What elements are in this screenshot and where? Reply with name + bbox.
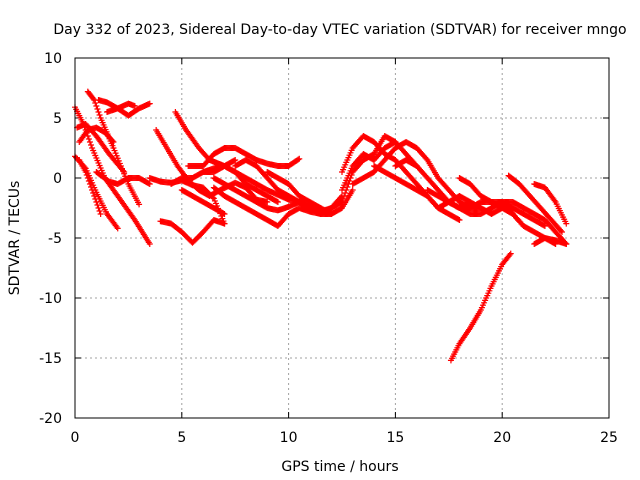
grid-lines [75,58,609,418]
x-tick-label: 5 [177,430,186,446]
data-point [96,208,103,214]
x-tick-labels: 0 5 10 15 20 25 [71,430,618,446]
data-point [95,109,102,115]
series-s8 [104,100,138,115]
y-tick-label: -5 [48,231,62,247]
data-point [520,223,527,229]
data-point [146,100,153,107]
data-point [82,169,89,175]
data-point [83,172,90,178]
y-tick-labels: -20 -15 -10 -5 0 5 10 [39,51,62,427]
data-point [507,250,514,257]
data-point [296,155,303,162]
y-tick-label: 5 [53,111,62,127]
data-point [85,136,92,142]
data-point [114,225,121,232]
x-tick-label: 25 [600,430,618,446]
data-point [506,251,513,258]
y-tick-label: 0 [53,171,62,187]
data-point [92,196,99,202]
data-point [90,190,97,196]
data-point [519,221,526,228]
data-point [94,106,101,112]
series-s9 [76,157,104,217]
y-tick-label: -10 [39,291,62,307]
data-point [340,196,347,202]
x-tick-label: 10 [280,430,298,446]
data-point [131,103,138,109]
plot-frame [74,57,610,419]
y-tick-label: -15 [39,351,62,367]
data-point [136,201,143,208]
series-s7 [93,169,153,187]
y-tick-label: 10 [44,51,62,67]
series-s35 [447,250,514,364]
x-tick-label: 20 [493,430,511,446]
data-point [86,181,93,187]
series-s16 [185,145,303,169]
data-point [146,241,153,247]
data-point [96,112,103,118]
series-s26 [371,163,463,223]
data-point [295,156,302,163]
series-s5 [76,124,117,145]
data-point [456,217,463,223]
data-point [110,139,117,145]
series-s33 [531,235,570,247]
data-point [109,137,116,144]
data-point [88,142,95,148]
series-s32 [505,172,566,235]
data-points [72,88,570,364]
x-tick-label: 0 [71,430,80,446]
series-s13 [178,187,228,217]
data-point [342,190,349,196]
data-point [86,139,93,145]
data-point [92,100,99,106]
data-point [84,175,91,181]
data-point [93,199,100,205]
data-point [88,184,95,190]
series-s34 [531,181,570,227]
data-point [541,223,548,229]
data-point [91,193,98,199]
data-point [339,199,345,205]
data-point [221,211,228,217]
data-point [274,199,281,205]
data-point [557,227,564,234]
data-point [563,220,570,227]
data-point [559,229,566,235]
x-tick-label: 15 [386,430,404,446]
data-point [94,202,101,208]
data-point [221,220,228,227]
data-point [146,181,153,187]
data-point [232,157,239,163]
x-axis-label: GPS time / hours [281,459,398,475]
y-tick-label: -20 [39,411,62,427]
data-point [90,95,97,102]
data-point [264,199,271,205]
chart-title: Day 332 of 2023, Sidereal Day-to-day VTE… [53,22,626,38]
data-point [89,187,96,193]
y-axis-label: SDTVAR / TECUs [7,181,23,296]
data-point [97,211,104,217]
data-point [85,178,92,184]
data-point [341,193,348,199]
data-point [93,103,100,109]
data-point [563,241,570,247]
data-point [349,187,356,193]
data-point [95,205,102,211]
